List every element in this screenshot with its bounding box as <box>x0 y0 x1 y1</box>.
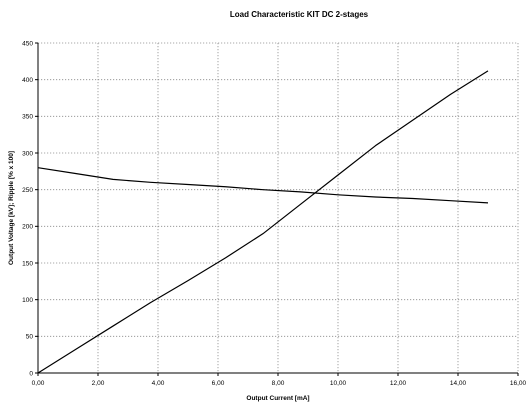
x-tick-label: 2,00 <box>92 380 105 387</box>
x-tick-label: 10,00 <box>330 380 347 387</box>
x-tick-label: 0,00 <box>32 380 45 387</box>
y-axis-title: Output Voltage [kV]; Ripple [% x 100] <box>8 151 15 265</box>
chart-title: Load Characteristic KIT DC 2-stages <box>230 10 369 19</box>
x-tick-label: 4,00 <box>152 380 165 387</box>
x-tick-label: 14,00 <box>450 380 467 387</box>
x-axis-ticks: 0,00 2,00 4,00 6,00 8,00 10,00 12,00 14,00 16,00 <box>32 373 527 387</box>
y-tick-label: 350 <box>22 114 33 121</box>
y-tick-label: 100 <box>22 297 33 304</box>
x-tick-label: 6,00 <box>212 380 225 387</box>
y-tick-label: 450 <box>22 40 33 47</box>
x-tick-label: 8,00 <box>272 380 285 387</box>
series-lines <box>37 70 489 374</box>
grid-lines <box>38 42 519 373</box>
y-tick-label: 200 <box>22 224 33 231</box>
x-tick-label: 12,00 <box>390 380 407 387</box>
series-line-1 <box>37 167 489 204</box>
y-tick-label: 250 <box>22 187 33 194</box>
x-axis-title: Output Current [mA] <box>246 395 309 402</box>
y-tick-label: 400 <box>22 77 33 84</box>
y-tick-label: 50 <box>26 334 34 341</box>
y-tick-label: 0 <box>29 370 33 377</box>
x-tick-label: 16,00 <box>510 380 527 387</box>
y-axis-ticks: 0 50 100 150 200 250 300 350 400 450 <box>22 40 38 377</box>
series-line-2 <box>37 70 489 374</box>
y-tick-label: 150 <box>22 260 33 267</box>
y-tick-label: 300 <box>22 150 33 157</box>
